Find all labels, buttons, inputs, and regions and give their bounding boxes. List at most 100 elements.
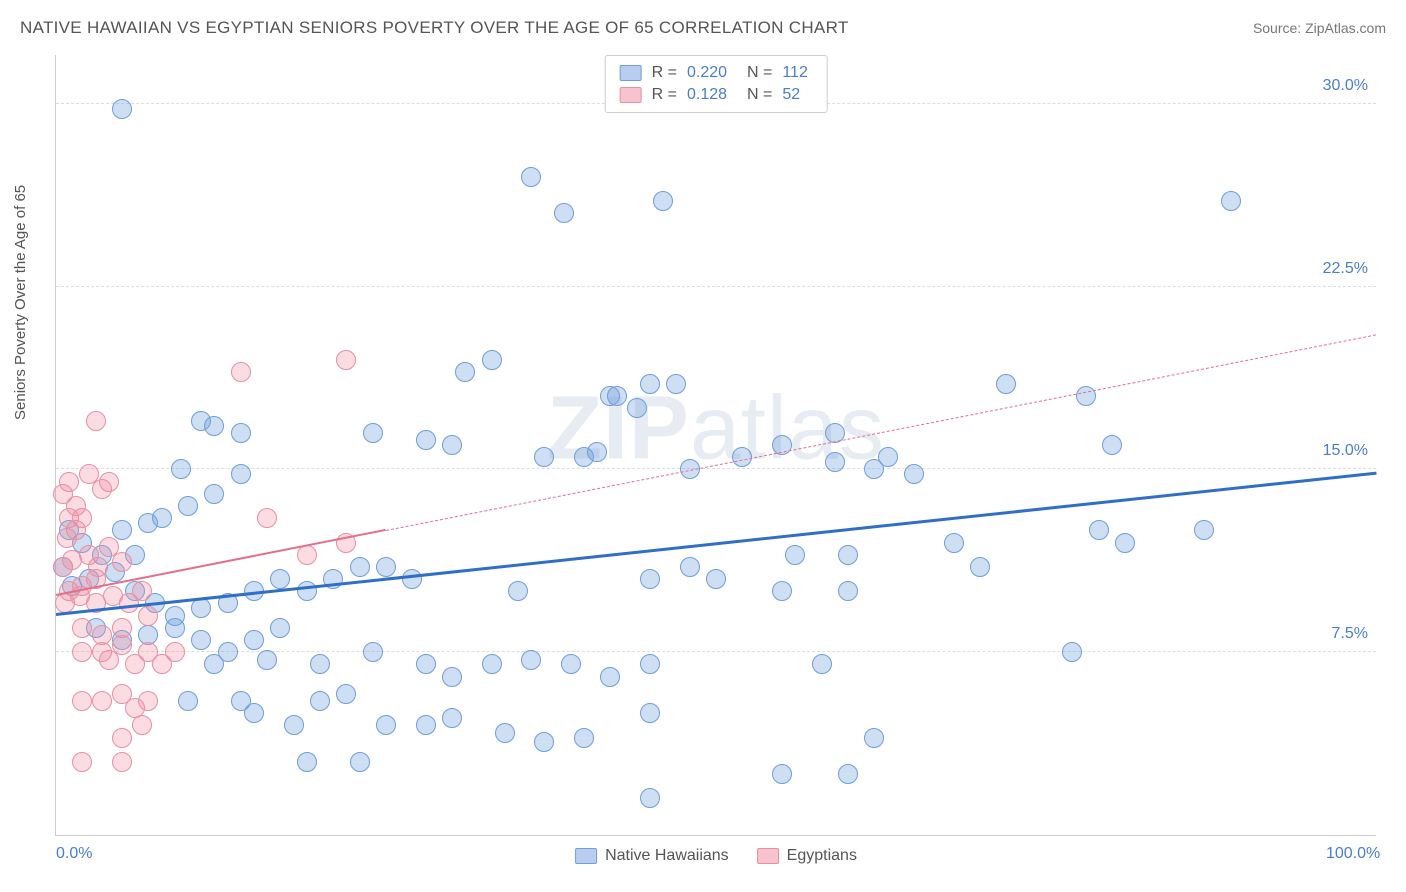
data-point-hawaiians [204, 654, 224, 674]
gridline [56, 468, 1376, 469]
source-name: ZipAtlas.com [1305, 20, 1386, 36]
data-point-egyptians [112, 752, 132, 772]
data-point-hawaiians [171, 459, 191, 479]
data-point-hawaiians [1194, 520, 1214, 540]
correlation-legend: R =0.220N =112R =0.128N =52 [605, 55, 828, 113]
r-label: R = [652, 64, 677, 82]
legend-swatch-hawaiians [620, 65, 642, 81]
legend-row-hawaiians: R = 0.220 N = 112 [620, 62, 813, 84]
data-point-hawaiians [350, 752, 370, 772]
data-point-hawaiians [825, 452, 845, 472]
data-point-hawaiians [640, 654, 660, 674]
series-legend: Native Hawaiians Egyptians [575, 847, 857, 865]
data-point-hawaiians [561, 654, 581, 674]
data-point-hawaiians [772, 764, 792, 784]
data-point-hawaiians [864, 728, 884, 748]
data-point-hawaiians [416, 430, 436, 450]
data-point-hawaiians [244, 630, 264, 650]
trend-line-hawaiians [56, 471, 1376, 615]
data-point-egyptians [112, 552, 132, 572]
data-point-egyptians [257, 508, 277, 528]
data-point-hawaiians [904, 464, 924, 484]
data-point-hawaiians [812, 654, 832, 674]
data-point-hawaiians [363, 642, 383, 662]
trend-line-egyptians-dashed [386, 334, 1376, 531]
data-point-hawaiians [350, 557, 370, 577]
data-point-egyptians [92, 691, 112, 711]
data-point-hawaiians [482, 654, 502, 674]
data-point-hawaiians [607, 386, 627, 406]
legend-swatch-hawaiians [575, 848, 597, 864]
data-point-hawaiians [231, 423, 251, 443]
data-point-hawaiians [521, 650, 541, 670]
data-point-hawaiians [508, 581, 528, 601]
r-value-egyptians: 0.128 [687, 86, 737, 104]
data-point-hawaiians [838, 545, 858, 565]
data-point-egyptians [112, 728, 132, 748]
data-point-egyptians [336, 350, 356, 370]
legend-label-egyptians: Egyptians [787, 847, 857, 865]
data-point-hawaiians [970, 557, 990, 577]
y-tick-label: 15.0% [1323, 442, 1368, 460]
data-point-hawaiians [270, 618, 290, 638]
data-point-egyptians [138, 606, 158, 626]
data-point-hawaiians [336, 684, 356, 704]
data-point-egyptians [231, 362, 251, 382]
n-label: N = [747, 86, 772, 104]
data-point-hawaiians [640, 569, 660, 589]
y-tick-label: 30.0% [1323, 77, 1368, 95]
data-point-hawaiians [138, 513, 158, 533]
data-point-hawaiians [204, 484, 224, 504]
data-point-egyptians [72, 642, 92, 662]
data-point-hawaiians [178, 691, 198, 711]
data-point-hawaiians [482, 350, 502, 370]
data-point-hawaiians [376, 557, 396, 577]
gridline [56, 651, 1376, 652]
gridline [56, 286, 1376, 287]
data-point-hawaiians [297, 752, 317, 772]
n-value-hawaiians: 112 [782, 64, 812, 82]
x-tick-label: 0.0% [56, 845, 92, 863]
chart-title: NATIVE HAWAIIAN VS EGYPTIAN SENIORS POVE… [20, 18, 849, 38]
data-point-hawaiians [284, 715, 304, 735]
data-point-hawaiians [112, 520, 132, 540]
n-label: N = [747, 64, 772, 82]
data-point-hawaiians [653, 191, 673, 211]
x-tick-label: 100.0% [1326, 845, 1380, 863]
source-attribution: Source: ZipAtlas.com [1253, 20, 1386, 36]
data-point-hawaiians [1102, 435, 1122, 455]
data-point-hawaiians [191, 598, 211, 618]
data-point-hawaiians [772, 581, 792, 601]
data-point-hawaiians [442, 708, 462, 728]
data-point-hawaiians [666, 374, 686, 394]
data-point-hawaiians [1089, 520, 1109, 540]
y-tick-label: 22.5% [1323, 260, 1368, 278]
data-point-egyptians [99, 650, 119, 670]
data-point-hawaiians [996, 374, 1016, 394]
legend-item-egyptians: Egyptians [757, 847, 857, 865]
data-point-hawaiians [178, 496, 198, 516]
data-point-hawaiians [442, 435, 462, 455]
data-point-hawaiians [416, 654, 436, 674]
legend-label-hawaiians: Native Hawaiians [605, 847, 729, 865]
data-point-hawaiians [587, 442, 607, 462]
legend-swatch-egyptians [757, 848, 779, 864]
data-point-hawaiians [521, 167, 541, 187]
y-axis-label: Seniors Poverty Over the Age of 65 [12, 185, 29, 420]
data-point-egyptians [138, 691, 158, 711]
data-point-hawaiians [878, 447, 898, 467]
data-point-hawaiians [204, 416, 224, 436]
data-point-egyptians [92, 479, 112, 499]
data-point-egyptians [72, 691, 92, 711]
data-point-hawaiians [112, 99, 132, 119]
data-point-egyptians [66, 520, 86, 540]
data-point-hawaiians [1221, 191, 1241, 211]
data-point-hawaiians [376, 715, 396, 735]
data-point-hawaiians [534, 732, 554, 752]
data-point-hawaiians [838, 764, 858, 784]
data-point-hawaiians [257, 650, 277, 670]
r-value-hawaiians: 0.220 [687, 64, 737, 82]
data-point-hawaiians [442, 667, 462, 687]
data-point-hawaiians [600, 667, 620, 687]
data-point-hawaiians [554, 203, 574, 223]
